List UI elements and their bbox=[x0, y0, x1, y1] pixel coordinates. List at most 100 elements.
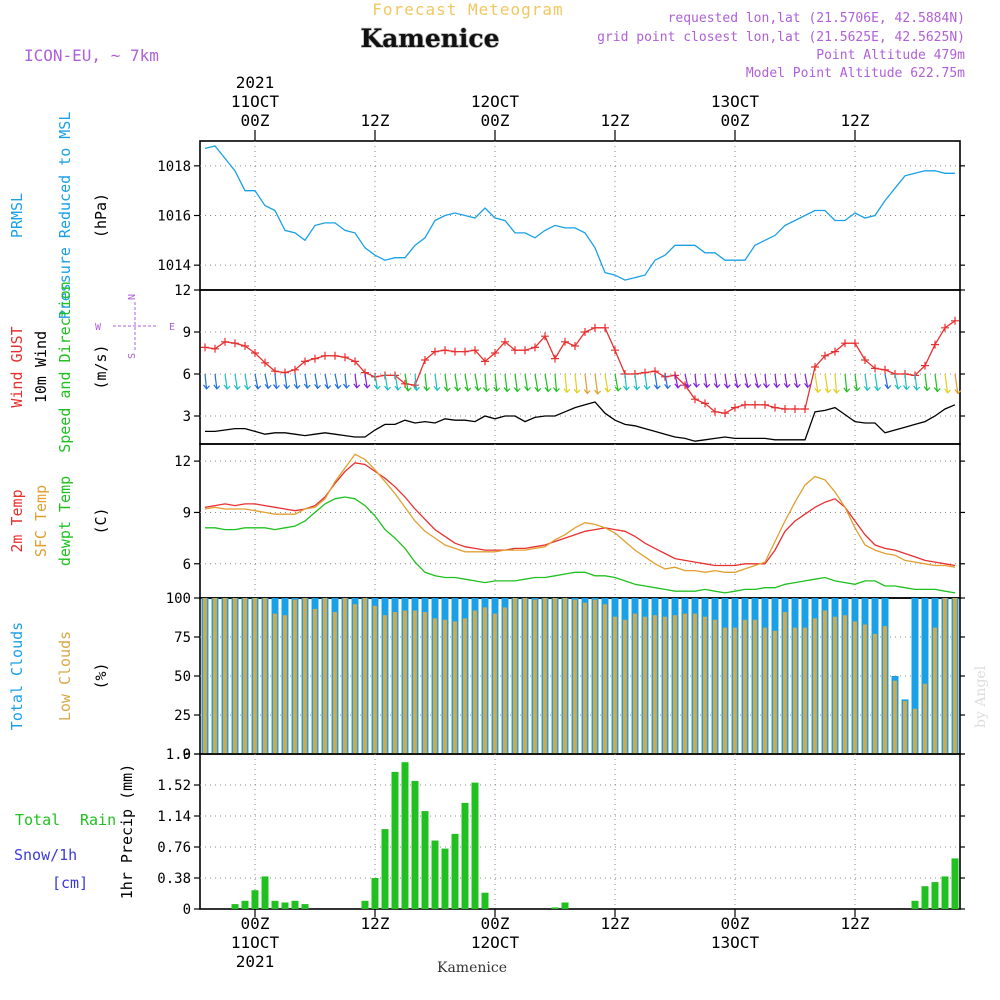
cloud-bar bbox=[373, 605, 377, 754]
cloud-bar bbox=[513, 598, 517, 754]
wind-arrow bbox=[594, 373, 602, 395]
gust-point bbox=[921, 361, 929, 370]
top-time-label: 00Z bbox=[241, 111, 270, 130]
bottom-time-label: 12OCT bbox=[471, 933, 520, 952]
wind-arrow bbox=[413, 373, 420, 392]
cloud-bar bbox=[753, 619, 757, 754]
gust-point bbox=[571, 342, 579, 350]
cloud-bar bbox=[633, 613, 637, 754]
gust-point bbox=[601, 323, 609, 332]
wind-arrow bbox=[913, 373, 921, 391]
gust-point bbox=[251, 349, 259, 357]
gust-point bbox=[941, 323, 949, 332]
precip-bar bbox=[301, 904, 309, 909]
cloud-bar bbox=[693, 613, 697, 754]
credit-watermark: by Angel bbox=[973, 665, 989, 728]
y-tick-label: 6 bbox=[183, 367, 191, 383]
wind-arrow bbox=[623, 373, 630, 391]
y-tick-label: 0 bbox=[183, 902, 191, 918]
cloud-bar bbox=[911, 598, 919, 754]
wind-arrow bbox=[544, 373, 552, 393]
cloud-bar bbox=[523, 598, 527, 754]
precip-bar bbox=[291, 900, 299, 909]
y-tick-label: 0.38 bbox=[157, 871, 191, 887]
gust-point bbox=[231, 339, 239, 348]
cloud-bar bbox=[743, 619, 747, 754]
gust-point bbox=[211, 344, 219, 353]
top-time-label: 2021 bbox=[236, 73, 275, 92]
wind-arrow bbox=[343, 373, 350, 389]
panel-label: 2m Temp bbox=[8, 489, 26, 552]
panel-label: 10m Wind bbox=[32, 331, 50, 403]
y-tick-label: 1.14 bbox=[157, 809, 191, 825]
wind-arrow bbox=[933, 373, 941, 393]
cloud-bar bbox=[903, 701, 907, 754]
wind-arrow bbox=[723, 373, 731, 389]
cloud-bar bbox=[663, 616, 667, 754]
cloud-bar bbox=[613, 616, 617, 754]
panel-label: Wind GUST bbox=[8, 326, 26, 407]
wind-arrow bbox=[334, 373, 342, 390]
cloud-bar bbox=[463, 618, 467, 754]
wind-arrow bbox=[513, 373, 521, 393]
y-tick-label: 1018 bbox=[157, 159, 191, 175]
panel-label: Pressure Reduced to MSL bbox=[56, 112, 74, 320]
gust-point bbox=[291, 365, 299, 374]
wind-arrow bbox=[233, 373, 241, 391]
wind-arrow bbox=[493, 373, 501, 392]
cloud-bar bbox=[493, 613, 497, 754]
gust-point bbox=[741, 400, 749, 409]
cloud-bar bbox=[853, 621, 857, 754]
bottom-time-label: 12Z bbox=[601, 914, 630, 933]
cloud-bar bbox=[573, 599, 577, 754]
gust-point bbox=[331, 351, 339, 360]
cloud-bar bbox=[543, 598, 547, 754]
precip-bar bbox=[391, 771, 399, 909]
wind-arrow bbox=[293, 373, 301, 390]
gust-point bbox=[541, 332, 549, 341]
cloud-bar bbox=[243, 598, 247, 754]
bottom-time-label: 00Z bbox=[241, 914, 270, 933]
cloud-bar bbox=[793, 627, 797, 754]
gust-point bbox=[611, 346, 619, 355]
precip-bar bbox=[381, 829, 389, 909]
gust-point bbox=[811, 363, 819, 371]
gust-point bbox=[831, 347, 839, 356]
gust-point bbox=[761, 400, 769, 409]
wind-arrow bbox=[903, 373, 910, 391]
cloud-bar bbox=[921, 598, 929, 754]
wind-arrow bbox=[833, 373, 840, 394]
cloud-bar bbox=[813, 618, 817, 754]
wind-arrow bbox=[563, 373, 571, 394]
compass-s: S bbox=[127, 353, 138, 359]
cloud-bar bbox=[533, 599, 537, 754]
wind-arrow bbox=[443, 373, 451, 392]
cloud-bar bbox=[483, 607, 487, 754]
cloud-bar bbox=[783, 612, 787, 754]
panel-wind: 3 6 9 12 W E N S Wind GUST 10m Wind Speed and Dire… bbox=[8, 281, 965, 453]
precip-label-unit: [cm] bbox=[52, 874, 88, 892]
wind-arrow bbox=[254, 373, 262, 390]
gust-point bbox=[691, 395, 699, 404]
precip-bar bbox=[561, 902, 569, 909]
y-tick-label: 1.9 bbox=[166, 747, 191, 763]
cloud-bar bbox=[933, 627, 937, 754]
precip-bar bbox=[251, 890, 259, 909]
y-tick-label: 100 bbox=[166, 591, 191, 607]
wind-arrow bbox=[653, 373, 661, 390]
gust-point bbox=[931, 340, 939, 349]
gust-point bbox=[321, 351, 329, 360]
cloud-bar bbox=[263, 598, 267, 754]
wind-arrow bbox=[303, 373, 311, 389]
wind-arrow bbox=[203, 373, 210, 390]
bottom-time-label: 2021 bbox=[236, 952, 275, 971]
y-tick-label: 9 bbox=[183, 505, 191, 521]
cloud-bar bbox=[843, 615, 847, 754]
cloud-bar bbox=[643, 616, 647, 754]
gust-point bbox=[551, 354, 559, 363]
cloud-bar bbox=[803, 627, 807, 754]
top-time-label: 00Z bbox=[721, 111, 750, 130]
y-tick-label: 12 bbox=[174, 454, 191, 470]
wind-arrow bbox=[713, 373, 721, 389]
top-time-label: 12Z bbox=[361, 111, 390, 130]
